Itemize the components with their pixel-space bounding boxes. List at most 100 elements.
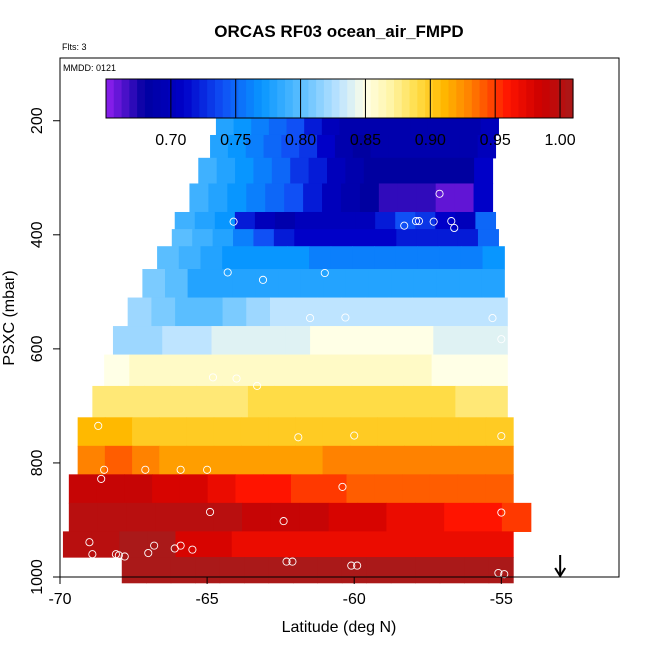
colorbar-swatch [316, 79, 325, 118]
heatmap-cell [112, 326, 139, 356]
colorbar-tick-label: 1.00 [544, 132, 575, 149]
heatmap-cell [481, 269, 505, 299]
heatmap-cell [374, 117, 394, 136]
flights-label: Flts: 3 [62, 42, 87, 52]
heatmap-cell [386, 502, 416, 532]
heatmap-cell [192, 229, 214, 247]
heatmap-cell [404, 445, 433, 475]
heatmap-cell [431, 445, 460, 475]
flight-point [223, 268, 232, 277]
colorbar-swatch [417, 79, 426, 118]
heatmap-cell [457, 474, 486, 504]
flight-point [497, 432, 506, 441]
flight-point [500, 570, 509, 579]
heatmap-cell [390, 557, 416, 584]
heatmap-cell [406, 354, 433, 387]
heatmap-cell [299, 385, 327, 418]
heatmap-cell [388, 297, 413, 327]
flight-point [94, 421, 103, 430]
y-tick-label: 200 [29, 107, 46, 134]
heatmap-cell [304, 117, 323, 136]
colorbar-swatch [409, 79, 418, 118]
heatmap-cell [477, 229, 499, 247]
heatmap-cell [429, 474, 459, 504]
heatmap-cell [129, 354, 156, 387]
heatmap-cell [269, 297, 295, 327]
heatmap-cell [227, 134, 247, 159]
heatmap-cell [240, 445, 269, 475]
heatmap-cell [485, 417, 514, 447]
heatmap-cell [359, 326, 385, 356]
heatmap-cell [437, 157, 457, 185]
flight-point [497, 335, 506, 344]
heatmap-cell [243, 246, 267, 270]
flight-point [450, 223, 459, 233]
heatmap-cell [412, 297, 437, 327]
heatmap-cell [424, 134, 443, 159]
colorbar-swatch [370, 79, 380, 118]
heatmap-cell [299, 134, 318, 159]
colorbar-swatch [176, 79, 185, 118]
flight-point [320, 268, 329, 278]
flight-point [488, 314, 497, 323]
heatmap-cell [274, 211, 296, 230]
heatmap-cell [155, 502, 185, 532]
flight-point [400, 221, 409, 230]
heatmap-cell [157, 246, 180, 270]
colorbar-swatch [222, 79, 232, 118]
flight-point [205, 507, 215, 517]
heatmap-cell [458, 417, 487, 447]
heatmap-cell [210, 134, 229, 159]
flight-point [429, 217, 438, 226]
heatmap-cell [455, 157, 475, 185]
heatmap-cell [294, 229, 316, 247]
colorbar-swatch [199, 79, 208, 118]
heatmap-cell [271, 157, 291, 185]
heatmap-cell [179, 474, 209, 504]
colorbar-swatch [129, 79, 138, 118]
heatmap-cell [372, 531, 402, 558]
heatmap-cell [473, 502, 503, 532]
heatmap-cell [377, 445, 405, 475]
heatmap-cell [203, 531, 233, 558]
colorbar-swatch [168, 79, 177, 118]
heatmap-cell [317, 297, 342, 327]
flight-point [338, 482, 347, 491]
heatmap-cell [381, 354, 408, 387]
heatmap-cell [77, 417, 106, 447]
heatmap-cell [215, 117, 235, 136]
flight-point [341, 313, 350, 322]
heatmap-cell [104, 445, 133, 475]
heatmap-cell [349, 445, 378, 475]
colorbar-swatch [565, 79, 574, 118]
heatmap-cell [287, 246, 310, 270]
flight-point [88, 550, 97, 559]
heatmap-cell [445, 117, 464, 136]
heatmap-cell [457, 326, 484, 356]
heatmap-cell [305, 354, 332, 387]
heatmap-cell [245, 134, 265, 159]
heatmap-cell [400, 157, 420, 185]
heatmap-cell [222, 385, 249, 418]
heatmap-cell [213, 417, 242, 447]
heatmap-cell [232, 269, 257, 299]
flight-point [188, 545, 197, 554]
heatmap-cell [334, 326, 360, 356]
heatmap-cell [127, 297, 152, 327]
colorbar-swatch [285, 79, 294, 118]
heatmap-cell [285, 326, 311, 356]
heatmap-cell [151, 297, 176, 327]
heatmap-cell [436, 297, 461, 327]
down-arrow-icon [554, 555, 567, 578]
heatmap-cell [214, 211, 236, 230]
heatmap-cell [308, 157, 328, 185]
flight-point [414, 217, 423, 226]
heatmap-cell [286, 117, 305, 136]
heatmap-cell [263, 474, 292, 504]
flight-point [203, 465, 212, 474]
heatmap-cell [179, 354, 206, 387]
heatmap-cell [227, 183, 247, 213]
heatmap-cell [483, 297, 508, 327]
heatmap-cell [187, 269, 211, 299]
heatmap-cell [459, 134, 479, 159]
